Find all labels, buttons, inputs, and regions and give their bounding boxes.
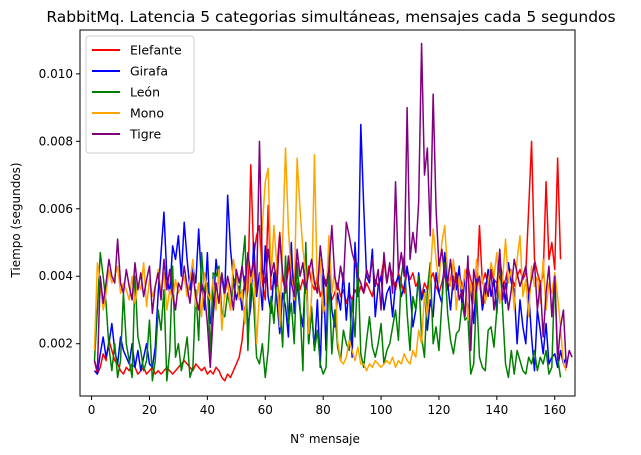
y-tick-label: 0.006 bbox=[39, 202, 73, 216]
x-axis: 0 20 40 60 80 100 120 140 160 bbox=[88, 396, 566, 417]
series-line-girafa bbox=[93, 123, 568, 375]
y-tick-label: 0.008 bbox=[39, 134, 73, 148]
plot-area bbox=[79, 29, 576, 397]
legend-box bbox=[85, 35, 195, 154]
x-axis-label: N° mensaje bbox=[290, 432, 360, 446]
x-tick-label: 0 bbox=[88, 403, 96, 417]
y-tick-label: 0.004 bbox=[39, 269, 73, 283]
series-line-len bbox=[93, 235, 562, 382]
legend-label: Girafa bbox=[130, 64, 168, 79]
legend-label: Mono bbox=[130, 106, 164, 121]
y-axis-label: Tiempo (segundos) bbox=[9, 162, 23, 278]
plot-frame bbox=[79, 29, 576, 397]
x-tick-label: 80 bbox=[316, 403, 331, 417]
y-axis: 0.002 0.004 0.006 0.008 0.010 bbox=[39, 67, 80, 351]
x-tick-label: 40 bbox=[200, 403, 215, 417]
legend-label: Elefante bbox=[130, 43, 182, 58]
x-tick-label: 20 bbox=[142, 403, 157, 417]
y-tick-label: 0.010 bbox=[39, 67, 73, 81]
legend-label: Tigre bbox=[129, 127, 162, 142]
x-tick-label: 160 bbox=[543, 403, 566, 417]
x-tick-label: 100 bbox=[370, 403, 393, 417]
x-tick-label: 120 bbox=[427, 403, 450, 417]
legend: Elefante Girafa León Mono Tigre bbox=[85, 35, 195, 154]
legend-label: León bbox=[130, 85, 160, 100]
y-tick-label: 0.002 bbox=[39, 337, 73, 351]
x-tick-label: 60 bbox=[258, 403, 273, 417]
series-line-tigre bbox=[93, 42, 573, 372]
x-tick-label: 140 bbox=[485, 403, 508, 417]
chart-title: RabbitMq. Latencia 5 categorias simultán… bbox=[46, 8, 615, 26]
